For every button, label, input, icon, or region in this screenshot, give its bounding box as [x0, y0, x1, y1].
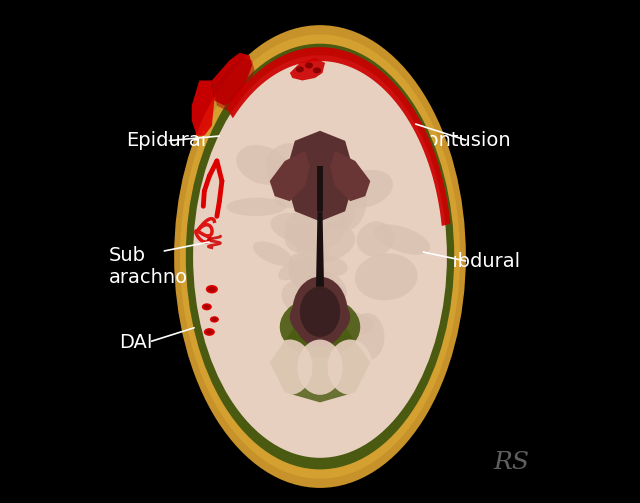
Ellipse shape — [352, 313, 385, 360]
Text: DAI: DAI — [119, 332, 152, 352]
Ellipse shape — [339, 184, 367, 230]
Ellipse shape — [204, 328, 215, 336]
Text: Sub
arachnoid: Sub arachnoid — [109, 246, 205, 287]
Ellipse shape — [315, 256, 348, 276]
Ellipse shape — [296, 223, 355, 263]
Ellipse shape — [267, 340, 312, 395]
Ellipse shape — [296, 66, 304, 72]
Ellipse shape — [236, 145, 289, 185]
Ellipse shape — [356, 221, 394, 257]
Polygon shape — [290, 58, 325, 80]
Polygon shape — [269, 151, 310, 201]
Ellipse shape — [282, 279, 326, 316]
Ellipse shape — [285, 223, 315, 253]
Ellipse shape — [290, 294, 350, 340]
Ellipse shape — [300, 287, 340, 337]
Ellipse shape — [297, 348, 325, 377]
Ellipse shape — [278, 247, 329, 280]
Ellipse shape — [206, 285, 218, 293]
Ellipse shape — [253, 241, 292, 266]
Ellipse shape — [284, 206, 346, 250]
Ellipse shape — [310, 269, 336, 312]
Ellipse shape — [298, 340, 342, 395]
Ellipse shape — [294, 179, 346, 212]
Polygon shape — [330, 151, 371, 201]
Ellipse shape — [204, 305, 210, 309]
Polygon shape — [227, 47, 451, 226]
Ellipse shape — [212, 317, 217, 321]
Polygon shape — [269, 327, 371, 402]
Ellipse shape — [328, 340, 373, 395]
Ellipse shape — [193, 55, 447, 458]
Ellipse shape — [275, 172, 324, 208]
Text: Contusion: Contusion — [413, 131, 511, 150]
Ellipse shape — [316, 281, 346, 321]
Polygon shape — [285, 131, 355, 221]
Ellipse shape — [206, 329, 212, 334]
Text: RS: RS — [493, 451, 529, 474]
Ellipse shape — [271, 213, 328, 244]
Polygon shape — [316, 211, 324, 287]
Ellipse shape — [309, 197, 355, 229]
Ellipse shape — [337, 312, 375, 333]
Ellipse shape — [292, 277, 348, 347]
Ellipse shape — [174, 25, 466, 488]
Ellipse shape — [305, 62, 313, 68]
Ellipse shape — [202, 303, 212, 310]
Polygon shape — [317, 166, 323, 211]
Ellipse shape — [180, 34, 460, 479]
Ellipse shape — [289, 259, 326, 289]
Polygon shape — [214, 58, 255, 111]
Ellipse shape — [227, 198, 286, 216]
Ellipse shape — [313, 67, 321, 73]
Ellipse shape — [208, 287, 216, 292]
Ellipse shape — [355, 254, 418, 300]
Text: Subdural: Subdural — [434, 252, 521, 271]
Text: Epidural: Epidural — [126, 131, 207, 150]
Ellipse shape — [288, 253, 322, 298]
Ellipse shape — [266, 143, 316, 190]
Ellipse shape — [329, 359, 365, 383]
Ellipse shape — [303, 271, 347, 309]
Ellipse shape — [210, 316, 219, 322]
Ellipse shape — [374, 224, 430, 255]
Ellipse shape — [280, 297, 360, 357]
Ellipse shape — [186, 44, 454, 469]
Ellipse shape — [339, 170, 393, 208]
Polygon shape — [192, 80, 214, 136]
Polygon shape — [212, 53, 252, 106]
